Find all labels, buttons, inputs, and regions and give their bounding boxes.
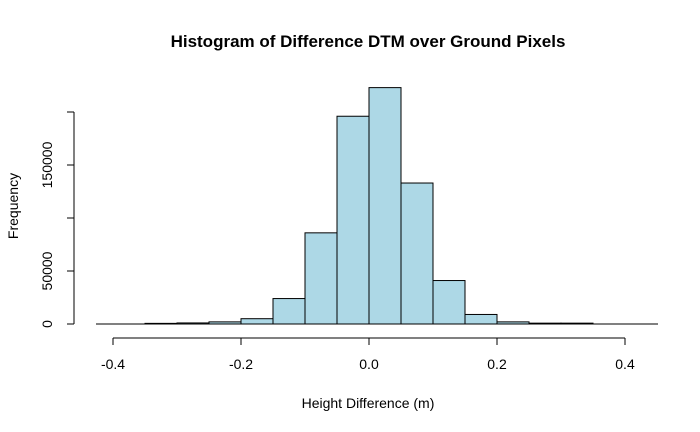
x-tick-label: 0.0 (359, 356, 379, 372)
y-axis: 0 50000 150000 (39, 111, 75, 328)
histogram-bar (240, 318, 274, 325)
histogram-bar (368, 87, 402, 325)
histogram-bar (432, 280, 466, 325)
histogram-bar (400, 182, 434, 325)
y-tick-label: 0 (39, 320, 55, 328)
x-tick-label: 0.4 (615, 356, 635, 372)
histogram-bar (272, 298, 306, 325)
x-axis: -0.4 -0.2 0.0 0.2 0.4 (101, 337, 635, 372)
chart-title: Histogram of Difference DTM over Ground … (171, 32, 566, 51)
y-axis-label: Frequency (5, 173, 21, 239)
x-tick-label: -0.2 (229, 356, 253, 372)
x-tick-label: 0.2 (487, 356, 507, 372)
bars-group (96, 87, 658, 325)
x-tick-label: -0.4 (101, 356, 125, 372)
histogram-bar (304, 232, 338, 325)
y-tick-label: 50000 (39, 251, 55, 290)
histogram-bar (464, 313, 498, 325)
y-tick-label: 150000 (39, 141, 55, 188)
histogram-bar (336, 115, 370, 325)
x-axis-label: Height Difference (m) (302, 395, 435, 411)
